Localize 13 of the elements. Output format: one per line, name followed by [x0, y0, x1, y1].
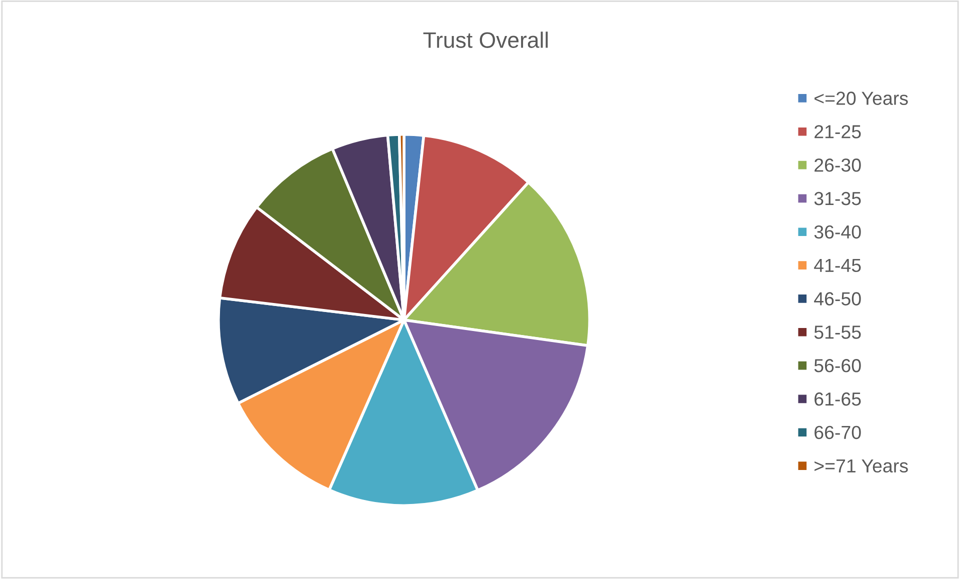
legend-label: 41-45: [814, 258, 861, 272]
legend-label: 21-25: [814, 125, 861, 138]
legend-label: 61-65: [814, 392, 861, 406]
legend-label: <=20 Years: [814, 92, 908, 105]
legend-label: 36-40: [814, 225, 861, 239]
legend-label: 46-50: [814, 292, 861, 306]
legend-label: >=71 Years: [814, 459, 908, 473]
legend-label: 51-55: [814, 326, 861, 339]
legend-label: 26-30: [814, 158, 861, 172]
legend-label: 66-70: [814, 426, 861, 440]
legend-label: 31-35: [814, 192, 861, 206]
legend-label: 56-60: [814, 359, 861, 372]
chart-title: Trust Overall: [423, 32, 548, 48]
